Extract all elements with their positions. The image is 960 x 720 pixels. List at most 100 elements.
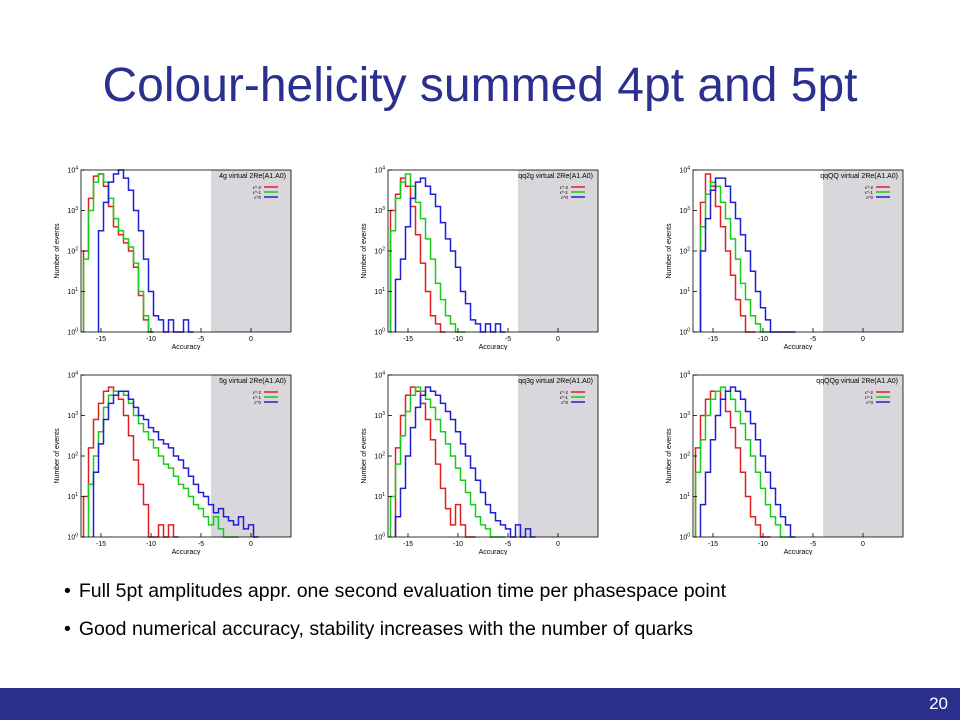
x-tick-label: -10 — [758, 541, 768, 548]
chart-svg: -15 -10 -5 0 100 101 102 103 104 Accuracy Number o… — [666, 371, 904, 556]
legend-label: ε^0 — [561, 195, 568, 200]
y-tick-label: 104 — [679, 371, 690, 380]
x-axis-label: Accuracy — [784, 549, 813, 555]
x-tick-label: -15 — [403, 541, 413, 548]
x-tick-label: 0 — [861, 541, 865, 548]
x-axis-label: Accuracy — [172, 344, 201, 350]
y-tick-label: 100 — [679, 533, 690, 542]
x-axis-label: Accuracy — [784, 344, 813, 350]
histogram-series-2 — [394, 386, 536, 538]
x-tick-label: -10 — [758, 336, 768, 343]
x-tick-label: 0 — [249, 336, 253, 343]
histogram-series-2 — [394, 177, 506, 333]
y-tick-label: 104 — [67, 371, 78, 380]
x-tick-label: -15 — [96, 541, 106, 548]
legend-label: ε^-1 — [560, 395, 569, 400]
chart-svg: -15 -10 -5 0 100 101 102 103 104 Accuracy Number o… — [361, 371, 599, 556]
y-axis-label: Number of events — [361, 428, 368, 484]
y-tick-label: 100 — [679, 328, 690, 337]
x-tick-label: -5 — [198, 336, 204, 343]
footer-bar: 20 — [0, 688, 960, 720]
bullet-text: Full 5pt amplitudes appr. one second eva… — [78, 580, 726, 602]
y-axis-label: Number of events — [54, 428, 61, 484]
y-tick-label: 101 — [67, 492, 78, 501]
y-axis-label: Number of events — [666, 428, 673, 484]
y-tick-label: 103 — [67, 411, 78, 420]
y-tick-label: 102 — [67, 247, 78, 256]
y-tick-label: 102 — [679, 452, 690, 461]
chart-title: qqQQg virtual 2Re(A1.A0) — [816, 378, 898, 385]
histogram-series-2 — [699, 177, 796, 333]
histogram-series-0 — [82, 386, 179, 538]
y-tick-label: 100 — [374, 328, 385, 337]
x-tick-label: -5 — [810, 541, 816, 548]
y-tick-label: 101 — [374, 287, 385, 296]
y-tick-label: 103 — [679, 411, 690, 420]
x-tick-label: -15 — [96, 336, 106, 343]
x-tick-label: 0 — [861, 336, 865, 343]
y-tick-label: 101 — [67, 287, 78, 296]
x-tick-label: 0 — [556, 336, 560, 343]
legend-label: ε^-2 — [865, 390, 874, 395]
y-tick-label: 103 — [374, 411, 385, 420]
y-axis-label: Number of events — [54, 223, 61, 279]
histogram-series-0 — [699, 173, 756, 333]
x-tick-label: -15 — [708, 336, 718, 343]
y-tick-label: 104 — [679, 166, 690, 175]
y-axis-label: Number of events — [361, 223, 368, 279]
chart-title: qq3g virtual 2Re(A1.A0) — [518, 378, 593, 385]
bullet-item: • Good numerical accuracy, stability incr… — [64, 618, 693, 640]
shaded-region — [823, 170, 903, 332]
y-tick-label: 101 — [679, 492, 690, 501]
y-tick-label: 102 — [374, 452, 385, 461]
shaded-region — [211, 170, 291, 332]
x-axis-label: Accuracy — [172, 549, 201, 555]
y-tick-label: 102 — [374, 247, 385, 256]
chart-svg: -15 -10 -5 0 100 101 102 103 104 Accuracy Number o… — [666, 166, 904, 351]
y-tick-label: 103 — [374, 206, 385, 215]
histogram-qqQQg: -15 -10 -5 0 100 101 102 103 104 Accuracy Number o… — [657, 365, 907, 556]
x-tick-label: -15 — [708, 541, 718, 548]
x-tick-label: -10 — [453, 336, 463, 343]
legend-label: ε^-1 — [865, 395, 874, 400]
x-axis-label: Accuracy — [479, 549, 508, 555]
histogram-series-0 — [389, 177, 446, 333]
histogram-qqQQ: -15 -10 -5 0 100 101 102 103 104 Accuracy Number o… — [657, 160, 907, 351]
legend-label: ε^-1 — [253, 190, 262, 195]
slide-title: Colour-helicity summed 4pt and 5pt — [102, 59, 858, 112]
legend-label: ε^-1 — [865, 190, 874, 195]
histogram-series-1 — [389, 173, 466, 333]
bullet-list: • Full 5pt amplitudes appr. one second ev… — [64, 580, 726, 656]
legend-label: ε^-1 — [560, 190, 569, 195]
histogram-series-1 — [694, 386, 791, 538]
x-tick-label: 0 — [249, 541, 253, 548]
y-tick-label: 100 — [67, 328, 78, 337]
chart-title: 5g virtual 2Re(A1.A0) — [219, 378, 286, 385]
legend-label: ε^0 — [561, 400, 568, 405]
histogram-series-2 — [92, 390, 259, 538]
y-tick-label: 104 — [374, 371, 385, 380]
chart-title: qq2g virtual 2Re(A1.A0) — [518, 173, 593, 180]
histogram-series-1 — [699, 181, 771, 333]
x-tick-label: -5 — [505, 541, 511, 548]
y-tick-label: 100 — [374, 533, 385, 542]
histogram-series-1 — [87, 390, 239, 538]
histogram-series-1 — [389, 386, 506, 538]
y-tick-label: 101 — [679, 287, 690, 296]
x-tick-label: -5 — [505, 336, 511, 343]
y-axis-label: Number of events — [666, 223, 673, 279]
histogram-qq3g: -15 -10 -5 0 100 101 102 103 104 Accuracy Number o… — [352, 365, 602, 556]
chart-svg: -15 -10 -5 0 100 101 102 103 104 Accuracy Number o… — [54, 371, 292, 556]
page-number: 20 — [929, 694, 948, 713]
histogram-4g: -15 -10 -5 0 100 101 102 103 104 Accuracy Number o… — [45, 160, 295, 351]
histogram-series-1 — [82, 173, 154, 333]
y-tick-label: 100 — [67, 533, 78, 542]
legend-label: ε^0 — [254, 400, 261, 405]
legend-label: ε^0 — [866, 400, 873, 405]
legend-label: ε^0 — [254, 195, 261, 200]
x-tick-label: -10 — [146, 541, 156, 548]
chart-title: qqQQ virtual 2Re(A1.A0) — [820, 173, 898, 180]
legend-label: ε^-2 — [560, 185, 569, 190]
chart-svg: -15 -10 -5 0 100 101 102 103 104 Accuracy Number o… — [54, 166, 292, 351]
y-tick-label: 103 — [67, 206, 78, 215]
